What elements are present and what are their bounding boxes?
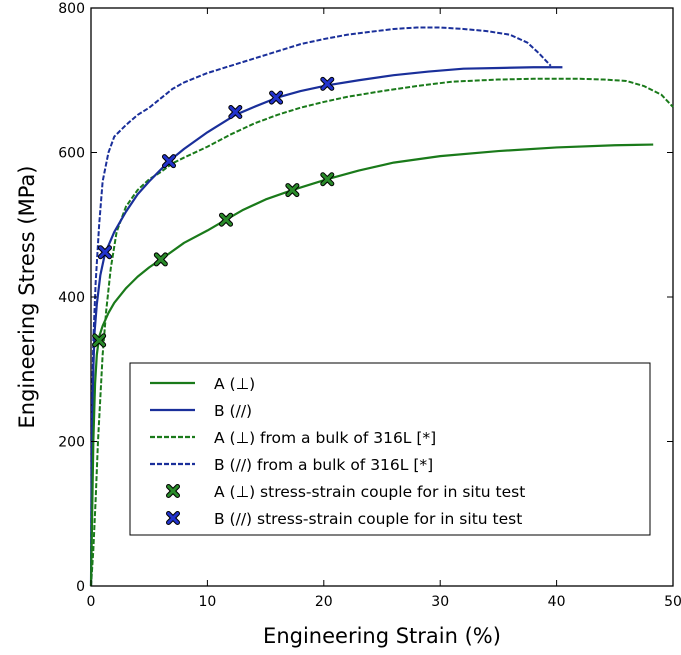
y-axis-label: Engineering Stress (MPa) [15, 166, 39, 429]
y-tick-label: 400 [58, 290, 85, 306]
y-tick-label: 600 [58, 146, 85, 162]
x-tick-label: 40 [548, 594, 566, 610]
legend-frame [129, 362, 651, 536]
legend-marker-5 [166, 484, 180, 498]
series-6-point-3 [228, 105, 243, 120]
legend-label-1: A (⊥) [214, 375, 255, 393]
y-tick-label: 800 [58, 1, 85, 17]
series-line-2 [89, 66, 563, 587]
y-tick-label: 200 [58, 435, 85, 451]
legend: A (⊥) B (//) A (⊥) from a bulk of 316L [*]… [129, 362, 651, 536]
series-line-4 [90, 26, 552, 587]
x-tick-label: 0 [87, 594, 96, 610]
series-6-point-2 [161, 154, 176, 169]
x-tick-label: 30 [431, 594, 449, 610]
series-6-point-1 [97, 245, 112, 260]
series-layer [89, 26, 674, 587]
series-6-point-4 [269, 90, 284, 105]
series-5-point-1 [92, 333, 107, 348]
legend-label-4: B (//) from a bulk of 316L [*] [214, 456, 433, 474]
series-6-point-5 [320, 76, 335, 91]
y-tick-label: 0 [76, 579, 85, 595]
series-line-1 [89, 143, 654, 587]
series-5-point-4 [285, 183, 300, 198]
legend-label-6: B (//) stress-strain couple for in situ … [214, 510, 522, 528]
legend-label-2: B (//) [214, 402, 252, 420]
x-tick-label: 10 [198, 594, 216, 610]
legend-label-3: A (⊥) from a bulk of 316L [*] [214, 429, 436, 447]
x-tick-label: 20 [315, 594, 333, 610]
x-tick-label: 50 [664, 594, 681, 610]
series-5-point-2 [153, 252, 168, 267]
axis-layer: 0 10 20 30 40 50 0 200 400 600 800 [58, 1, 681, 610]
series-line-3 [90, 77, 674, 587]
legend-label-5: A (⊥) stress-strain couple for in situ t… [214, 483, 525, 501]
x-axis-label: Engineering Strain (%) [263, 624, 501, 648]
series-5-point-3 [219, 212, 234, 227]
legend-marker-6 [166, 511, 180, 525]
series-5-point-5 [320, 172, 335, 187]
